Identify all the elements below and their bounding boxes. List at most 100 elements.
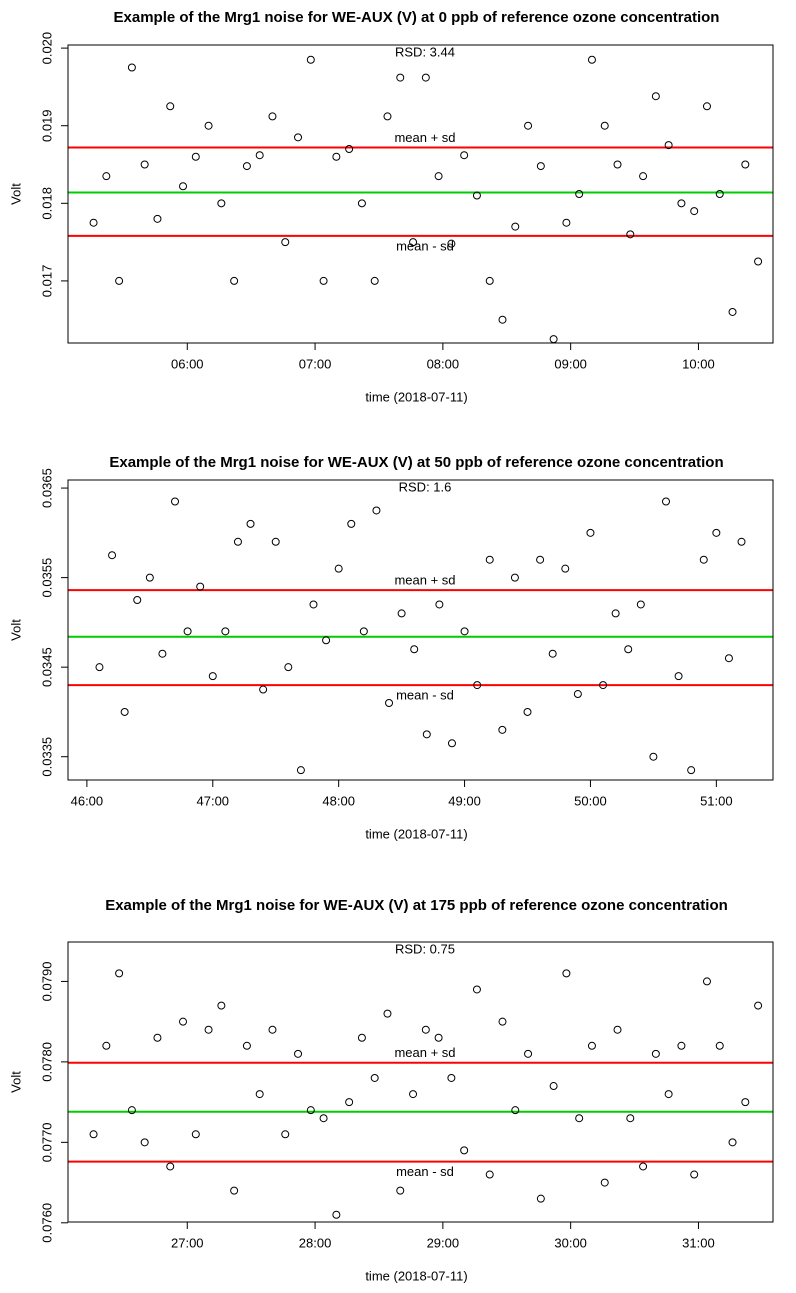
- point: [599, 681, 608, 690]
- point: [511, 222, 520, 231]
- reference-label: mean - sd: [396, 238, 454, 253]
- y-tick-label: 0.018: [39, 187, 54, 220]
- chart-title: Example of the Mrg1 noise for WE-AUX (V)…: [114, 9, 720, 26]
- point: [242, 162, 251, 171]
- point: [498, 1017, 507, 1026]
- point: [204, 1025, 213, 1034]
- plot-frame: [67, 941, 774, 1223]
- point: [140, 160, 149, 169]
- point: [587, 1041, 596, 1050]
- point: [385, 698, 394, 707]
- point: [460, 151, 469, 160]
- point: [447, 739, 456, 748]
- point: [102, 1041, 111, 1050]
- point: [575, 190, 584, 198]
- point: [230, 1186, 239, 1195]
- point: [460, 1146, 469, 1155]
- point: [208, 672, 217, 681]
- point: [536, 1194, 545, 1203]
- point: [690, 1170, 699, 1179]
- point: [334, 564, 343, 573]
- point: [715, 1041, 724, 1050]
- point: [549, 1082, 558, 1091]
- point: [587, 55, 596, 64]
- point: [677, 199, 686, 208]
- point: [674, 672, 683, 681]
- point: [294, 1049, 303, 1058]
- point: [728, 307, 737, 316]
- point: [524, 1049, 533, 1058]
- point: [687, 766, 696, 775]
- y-tick-label: 0.0780: [39, 1042, 54, 1082]
- point: [651, 1049, 660, 1058]
- point: [715, 190, 724, 198]
- point: [613, 160, 622, 169]
- point: [102, 172, 111, 181]
- point: [460, 627, 469, 636]
- point: [89, 218, 98, 227]
- point: [498, 315, 507, 324]
- point: [166, 102, 175, 111]
- point: [183, 627, 192, 636]
- point: [396, 1186, 405, 1195]
- point: [268, 112, 277, 121]
- point: [485, 276, 494, 285]
- point: [600, 1178, 609, 1187]
- point: [271, 537, 280, 546]
- point: [422, 730, 431, 739]
- y-tick-label: 0.017: [39, 265, 54, 298]
- x-tick-label: 30:00: [554, 1235, 587, 1250]
- chart-title: Example of the Mrg1 noise for WE-AUX (V)…: [109, 454, 723, 471]
- point: [89, 1130, 98, 1139]
- point: [322, 636, 331, 645]
- x-tick-label: 07:00: [299, 356, 332, 371]
- point: [511, 1106, 520, 1115]
- point: [332, 1210, 341, 1219]
- point: [611, 609, 620, 618]
- point: [523, 707, 532, 716]
- point: [372, 506, 381, 515]
- point: [319, 1114, 328, 1123]
- point: [268, 1025, 277, 1034]
- point: [204, 121, 213, 130]
- point: [127, 1106, 136, 1115]
- point: [626, 230, 635, 239]
- point: [510, 573, 519, 582]
- point: [549, 335, 558, 344]
- point: [409, 1090, 418, 1099]
- point: [699, 555, 708, 564]
- x-tick-label: 31:00: [682, 1235, 715, 1250]
- point: [472, 985, 481, 994]
- point: [690, 207, 699, 216]
- point: [306, 1106, 315, 1115]
- point: [133, 596, 142, 604]
- x-tick-label: 46:00: [71, 793, 104, 808]
- x-tick-label: 10:00: [682, 356, 715, 371]
- point: [115, 276, 124, 285]
- annotation: RSD: 0.75: [395, 941, 455, 956]
- point: [217, 199, 226, 208]
- plot-frame: [67, 44, 774, 344]
- point: [561, 564, 570, 573]
- annotation: RSD: 3.44: [395, 44, 455, 59]
- point: [498, 725, 507, 734]
- point: [586, 528, 595, 537]
- x-tick-label: 48:00: [322, 793, 355, 808]
- x-tick-label: 51:00: [700, 793, 733, 808]
- point: [677, 1041, 686, 1050]
- point: [347, 519, 356, 528]
- point: [754, 1001, 763, 1010]
- point: [153, 1033, 162, 1042]
- point: [728, 1138, 737, 1147]
- point: [485, 1170, 494, 1179]
- point: [196, 582, 205, 591]
- y-tick-label: 0.0345: [39, 647, 54, 687]
- point: [639, 1162, 648, 1171]
- x-tick-label: 47:00: [197, 793, 230, 808]
- point: [562, 218, 571, 227]
- reference-label: mean + sd: [394, 573, 455, 588]
- point: [191, 152, 200, 161]
- point: [573, 690, 582, 699]
- point: [120, 707, 129, 716]
